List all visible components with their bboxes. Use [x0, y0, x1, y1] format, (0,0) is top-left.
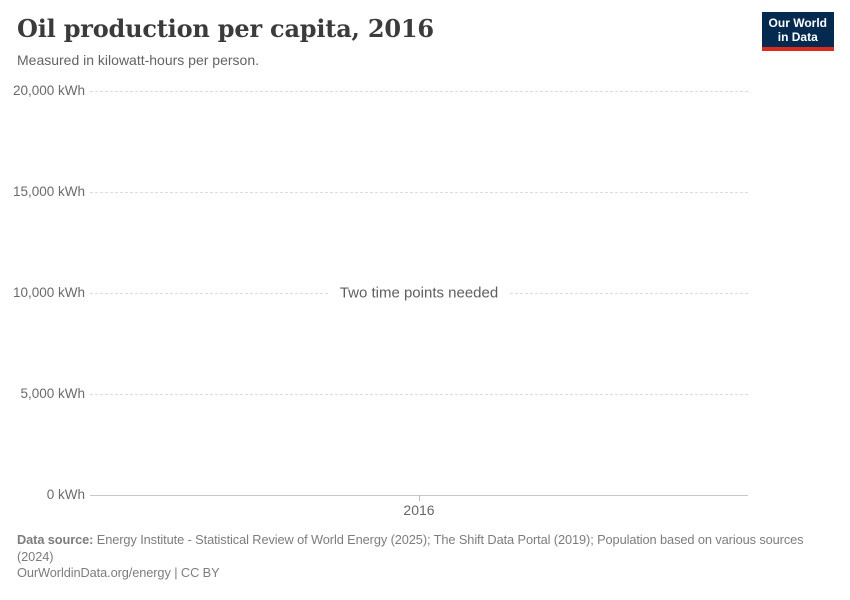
y-axis-tick-label: 10,000 kWh: [12, 285, 85, 300]
data-source-line: Data source: Energy Institute - Statisti…: [17, 532, 833, 565]
page-title: Oil production per capita, 2016: [17, 14, 434, 43]
x-axis-tick: [419, 495, 420, 501]
empty-state-wrap: Two time points needed: [90, 282, 748, 304]
license-line: OurWorldinData.org/energy | CC BY: [17, 565, 833, 582]
y-axis-tick-label: 20,000 kWh: [12, 83, 85, 98]
owid-url-link[interactable]: OurWorldinData.org/energy: [17, 565, 171, 580]
footer-separator: |: [174, 565, 178, 580]
gridline: [90, 192, 748, 193]
y-axis-tick-label: 0 kWh: [46, 487, 85, 502]
license-text: CC BY: [180, 565, 220, 580]
data-source-text-part2: (2024): [17, 548, 54, 564]
data-source-label: Data source:: [17, 532, 94, 547]
data-source-text: Data source: Energy Institute - Statisti…: [17, 532, 804, 547]
empty-state-message: Two time points needed: [327, 282, 511, 304]
data-source-text-part1: Energy Institute - Statistical Review of…: [96, 532, 804, 547]
y-axis-tick-label: 5,000 kWh: [20, 386, 85, 401]
chart-footer: Data source: Energy Institute - Statisti…: [17, 532, 833, 582]
x-axis-tick-label: 2016: [403, 502, 435, 518]
y-axis-tick-label: 15,000 kWh: [12, 184, 85, 199]
owid-logo-line2: in Data: [777, 30, 818, 44]
chart-subtitle: Measured in kilowatt-hours per person.: [17, 52, 260, 68]
owid-logo[interactable]: Our World in Data: [761, 12, 834, 51]
owid-logo-line1: Our World: [768, 16, 827, 30]
gridline: [90, 394, 748, 395]
gridline: [90, 91, 748, 92]
